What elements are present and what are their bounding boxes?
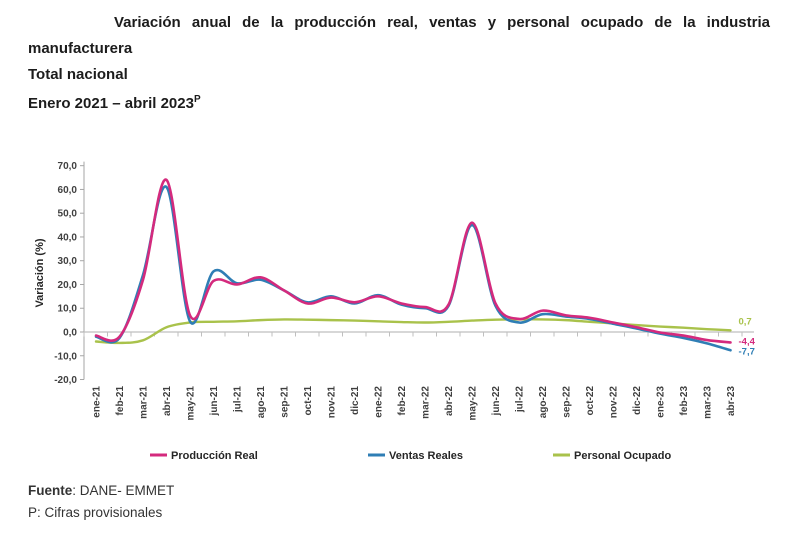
x-axis-label: ene-21 [92, 386, 103, 418]
source-label: Fuente [28, 483, 73, 498]
source-line: Fuente: DANE- EMMET [28, 480, 174, 502]
legend-item-personal-ocupado: Personal Ocupado [553, 450, 671, 462]
x-axis-label: ene-22 [374, 386, 385, 418]
x-axis-label: jul-21 [233, 386, 244, 414]
line-chart: Variación (%) 70,0 60,0 50,0 40,0 30,0 20,0 10… [34, 161, 756, 462]
x-axis-label: abr-21 [162, 386, 173, 416]
x-axis-label: mar-21 [139, 386, 150, 419]
chart-subtitle: Total nacional [28, 66, 128, 83]
end-label-personal-ocupado: 0,7 [739, 316, 752, 327]
end-label-producci-n-real: -4,4 [739, 336, 756, 347]
series-line-producci-n-real [94, 178, 732, 344]
x-axis-label: feb-23 [679, 386, 690, 416]
legend-label: Personal Ocupado [574, 450, 671, 462]
x-axis-label: dic-22 [632, 386, 643, 415]
x-axis-label: jul-22 [515, 386, 526, 414]
period-text: Enero 2021 – abril 2023 [28, 95, 194, 112]
x-axis-label: sep-22 [562, 386, 573, 418]
series-end-labels: -4,4-7,7 0,7 [739, 316, 756, 357]
title-block: Variación anual de la producción real, v… [28, 10, 770, 116]
chart-period: Enero 2021 – abril 2023P [28, 87, 770, 116]
x-axis-labels: ene-21 feb-21 mar-21 abr-21 may-21 jun-21 jul-… [92, 386, 738, 421]
x-axis-label: abr-22 [444, 386, 455, 416]
y-tick-label: 50,0 [58, 209, 78, 220]
chart-area: Variación (%) 70,0 60,0 50,0 40,0 30,0 20,0 10… [0, 140, 800, 470]
y-tick-label: 30,0 [58, 256, 78, 267]
x-axis-label: ago-21 [256, 386, 267, 419]
legend: Producción Real Ventas Reales Personal Ocu… [150, 450, 671, 462]
y-axis-title: Variación (%) [34, 238, 46, 307]
x-axis-label: feb-22 [397, 386, 408, 416]
end-label-ventas-reales: -7,7 [739, 346, 755, 357]
y-tick-label: 70,0 [58, 161, 78, 172]
legend-label: Producción Real [171, 450, 258, 462]
x-axis-label: may-21 [186, 386, 197, 421]
x-axis-label: sep-21 [280, 386, 291, 418]
x-axis-label: nov-21 [327, 386, 338, 419]
x-axis-label: may-22 [468, 386, 479, 421]
x-axis-label: dic-21 [350, 386, 361, 415]
legend-label: Ventas Reales [389, 450, 463, 462]
x-axis-label: oct-22 [585, 386, 596, 416]
y-tick-label: 60,0 [58, 185, 78, 196]
legend-item-ventas-reales: Ventas Reales [368, 450, 463, 462]
y-tick-label: -20,0 [54, 375, 77, 386]
x-axis-label: abr-23 [726, 386, 737, 416]
x-axis-label: mar-23 [703, 386, 714, 419]
series-lines [94, 178, 732, 352]
footer: Fuente: DANE- EMMET P: Cifras provisiona… [28, 480, 174, 524]
x-axis-label: jun-21 [209, 386, 220, 417]
y-tick-label: 20,0 [58, 280, 78, 291]
chart-title-line1: Variación anual de la producción real, v… [114, 14, 770, 31]
legend-item-producci-n-real: Producción Real [150, 450, 258, 462]
x-axis-label: ago-22 [538, 386, 549, 419]
y-tick-label: 10,0 [58, 304, 78, 315]
period-superscript: P [193, 94, 201, 105]
x-axis-label: jun-22 [491, 386, 502, 417]
y-tick-label: -10,0 [54, 351, 77, 362]
x-axis-label: mar-22 [421, 386, 432, 419]
x-axis-label: nov-22 [609, 386, 620, 419]
chart-title-line2: manufacturera [28, 40, 133, 57]
y-tick-label: 40,0 [58, 232, 78, 243]
source-value: : DANE- EMMET [72, 483, 175, 498]
x-axis-label: oct-21 [303, 386, 314, 416]
x-axis-label: feb-21 [115, 386, 126, 416]
provisional-note: P: Cifras provisionales [28, 505, 163, 520]
y-axis-ticks: 70,0 60,0 50,0 40,0 30,0 20,0 10,0 0,0 -10,0 -20,… [54, 161, 84, 386]
y-tick-label: 0,0 [63, 328, 77, 339]
x-axis-label: ene-23 [656, 386, 667, 418]
x-axis-ticks [83, 332, 743, 337]
